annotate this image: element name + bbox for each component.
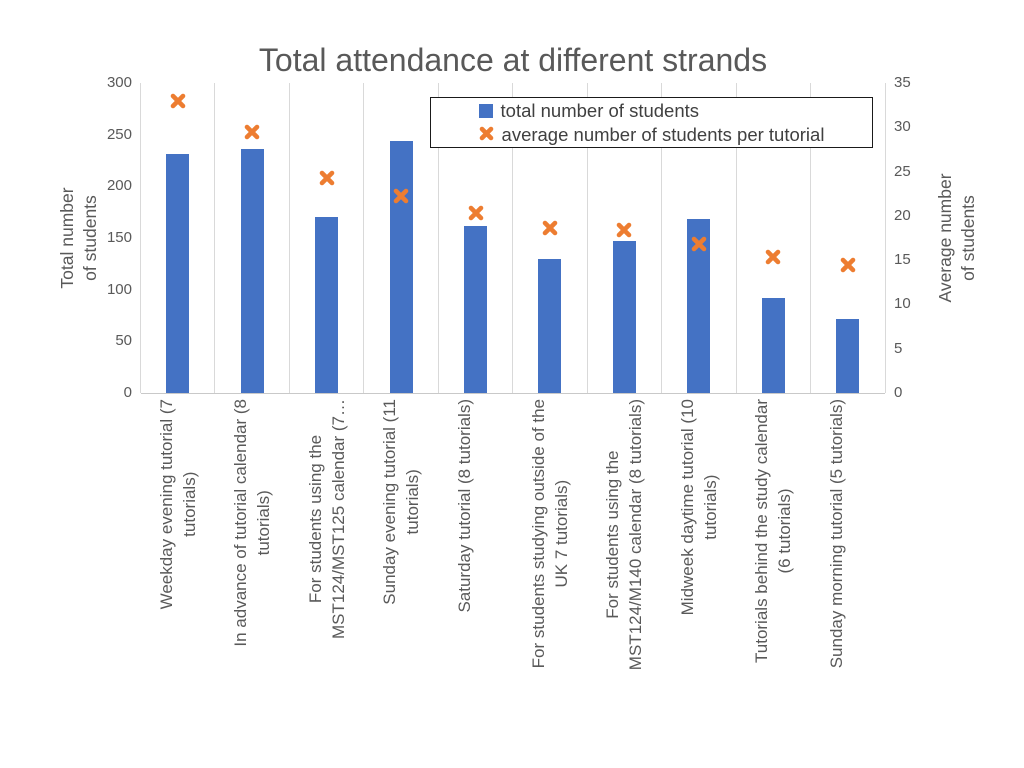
category-label: Tutorials behind the study calendar (6 t… <box>750 399 796 761</box>
vertical-gridline <box>661 83 663 393</box>
category-label-text: Midweek daytime tutorial (10 tutorials) <box>677 399 720 616</box>
left-axis-tick-label: 150 <box>106 229 132 246</box>
right-axis-tick-label: 35 <box>894 74 911 91</box>
category-label-rotated: Midweek daytime tutorial (10 tutorials) <box>676 399 722 761</box>
x-marker-average-students <box>840 257 856 278</box>
blue-square-icon <box>478 103 493 118</box>
left-axis-tick-label: 200 <box>106 177 132 195</box>
x-marker-average-students <box>691 236 707 257</box>
category-label-text: Weekday evening tutorial (7 tutorials) <box>156 399 199 610</box>
vertical-gridline <box>288 83 290 393</box>
legend-entries: total number of students average number … <box>478 99 825 146</box>
category-label-rotated: For students using the MST124/M140 calen… <box>601 399 647 761</box>
left-axis-tick-label: 50 <box>115 332 132 350</box>
bar-total-students <box>538 258 562 393</box>
left-axis-tick-label: 250 <box>106 125 132 143</box>
category-label-rotated: Weekday evening tutorial (7 tutorials) <box>155 399 201 761</box>
category-label-rotated: Sunday evening tutorial (11 tutorials) <box>378 399 424 761</box>
category-label-rotated: Saturday tutorial (8 tutorials) <box>453 399 499 761</box>
legend-label: average number of students per tutorial <box>501 124 825 145</box>
right-axis-tick-label: 30 <box>894 118 911 136</box>
category-label-text: Saturday tutorial (8 tutorials) <box>454 399 474 613</box>
x-axis-line <box>140 393 885 394</box>
legend-label: total number of students <box>500 100 700 121</box>
bar-total-students <box>464 225 488 393</box>
right-axis-tick-label: 15 <box>894 251 911 269</box>
x-marker-average-students <box>244 124 260 145</box>
bar-total-students <box>761 297 785 393</box>
category-label: For students using the MST124/MST125 cal… <box>304 399 350 761</box>
x-marker-average-students <box>393 188 409 209</box>
left-axis-tick-label: 100 <box>106 280 132 298</box>
bar-total-students <box>612 241 636 393</box>
vertical-gridline <box>810 83 812 393</box>
category-label-text: Tutorials behind the study calendar (6 t… <box>752 399 795 663</box>
category-label-rotated: In advance of tutorial calendar (8 tutor… <box>229 399 275 761</box>
vertical-gridline <box>437 83 439 393</box>
bar-total-students <box>389 140 413 393</box>
left-axis-tick-label: 300 <box>106 74 132 91</box>
category-label: For students studying outside of the UK … <box>527 399 573 761</box>
category-label-rotated: For students using the MST124/MST125 cal… <box>304 399 350 761</box>
legend: total number of students average number … <box>430 97 873 148</box>
orange-x-marker-icon <box>479 123 494 146</box>
right-axis-tick-label: 0 <box>894 384 903 401</box>
x-marker-average-students <box>616 222 632 243</box>
category-label: Weekday evening tutorial (7 tutorials) <box>155 399 201 761</box>
category-label-text: For students studying outside of the UK … <box>528 399 571 669</box>
vertical-gridline <box>363 83 365 393</box>
category-label: Saturday tutorial (8 tutorials) <box>453 399 499 761</box>
right-axis-tick-label: 20 <box>894 206 911 224</box>
bar-total-students <box>315 217 339 393</box>
category-label-text: For students using the MST124/MST125 cal… <box>305 399 348 639</box>
legend-item-total-students: total number of students <box>478 99 700 122</box>
vertical-gridline <box>512 83 514 393</box>
legend-item-average-students: average number of students per tutorial <box>479 123 825 146</box>
category-label-rotated: Sunday morning tutorial (5 tutorials) <box>825 399 871 761</box>
vertical-gridline <box>884 83 886 393</box>
chart-title: Total attendance at different strands <box>258 42 768 78</box>
right-axis-tick-label: 25 <box>894 162 911 180</box>
category-label: In advance of tutorial calendar (8 tutor… <box>229 399 275 761</box>
bar-total-students <box>166 154 190 393</box>
x-marker-average-students <box>765 249 781 270</box>
x-marker-average-students <box>319 170 335 191</box>
category-label: Sunday morning tutorial (5 tutorials) <box>825 399 871 761</box>
category-label-text: Sunday morning tutorial (5 tutorials) <box>826 399 846 669</box>
vertical-gridline <box>214 83 216 393</box>
category-label-text: For students using the MST124/M140 calen… <box>603 399 646 671</box>
bar-total-students <box>240 149 264 393</box>
category-label-rotated: For students studying outside of the UK … <box>527 399 573 761</box>
bar-total-students <box>687 219 711 393</box>
vertical-gridline <box>140 83 141 393</box>
vertical-gridline <box>586 83 588 393</box>
x-marker-average-students <box>170 93 186 114</box>
category-label-text: In advance of tutorial calendar (8 tutor… <box>231 399 274 647</box>
category-label: For students using the MST124/M140 calen… <box>601 399 647 761</box>
right-axis-tick-label: 5 <box>894 339 903 357</box>
x-marker-average-students <box>542 220 558 241</box>
category-label: Midweek daytime tutorial (10 tutorials) <box>676 399 722 761</box>
category-label-text: Sunday evening tutorial (11 tutorials) <box>380 399 423 605</box>
bar-total-students <box>836 318 860 393</box>
x-marker-average-students <box>468 205 484 226</box>
category-label-rotated: Tutorials behind the study calendar (6 t… <box>750 399 796 761</box>
vertical-gridline <box>735 83 737 393</box>
category-label: Sunday evening tutorial (11 tutorials) <box>378 399 424 761</box>
right-axis-tick-label: 10 <box>894 295 911 313</box>
left-axis-tick-label: 0 <box>123 384 132 401</box>
